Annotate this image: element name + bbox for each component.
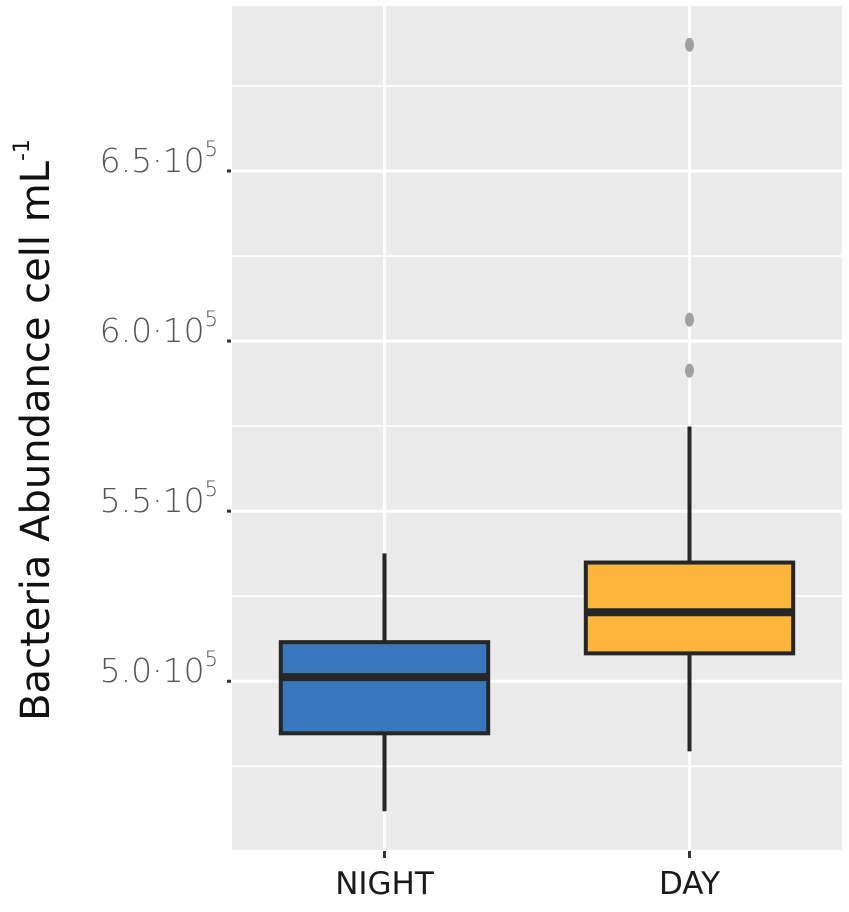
x-tick-label-day: DAY xyxy=(658,866,721,902)
outlier-point xyxy=(685,37,694,52)
y-tick-mark xyxy=(227,339,231,343)
box-night xyxy=(278,640,491,736)
y-tick-label: 6.0·105 xyxy=(99,307,218,351)
y-tick-mark xyxy=(227,679,231,683)
x-tick-label-night: NIGHT xyxy=(335,866,434,902)
y-tick-mark xyxy=(227,169,231,173)
y-axis-title: Bacteria Abundance cell mL-1 xyxy=(9,139,59,721)
y-axis-title-text: Bacteria Abundance cell mL xyxy=(13,161,59,721)
y-tick-mark xyxy=(227,509,231,513)
x-tick-mark xyxy=(688,851,691,858)
outlier-point xyxy=(685,363,694,378)
y-tick-label: 6.5·105 xyxy=(99,136,218,180)
y-axis-title-superscript: -1 xyxy=(9,139,35,162)
x-tick-mark xyxy=(383,851,386,858)
box-day xyxy=(583,560,796,656)
y-tick-label: 5.0·105 xyxy=(99,647,218,691)
y-tick-label: 5.5·105 xyxy=(99,477,218,521)
outlier-point xyxy=(685,312,694,327)
